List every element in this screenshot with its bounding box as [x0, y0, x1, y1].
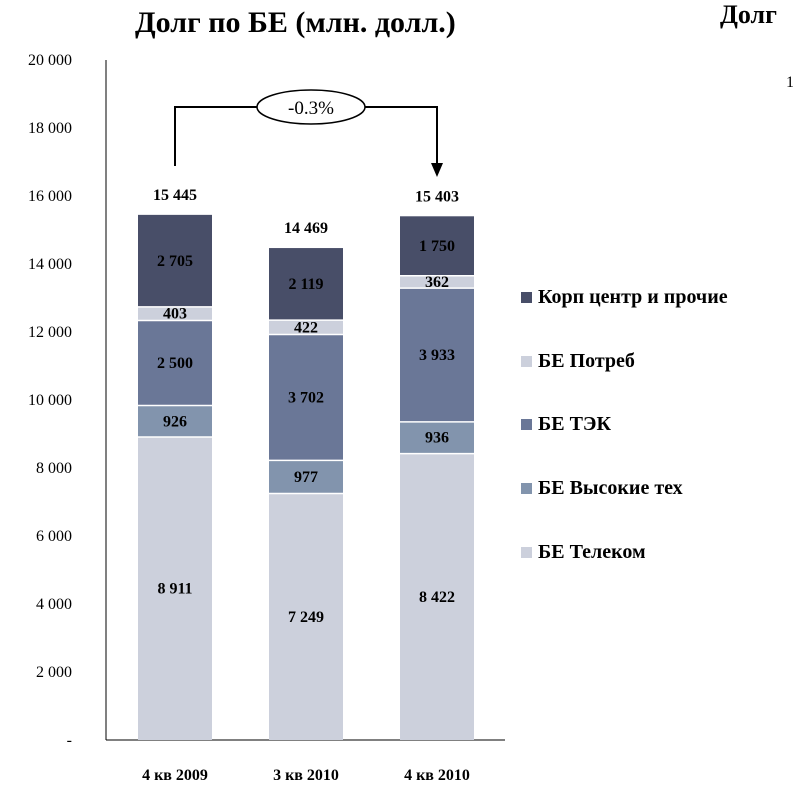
legend-swatch [521, 292, 532, 303]
y-tick-label: 12 000 [28, 324, 72, 341]
data-label: 2 705 [157, 253, 193, 270]
data-label: 936 [425, 430, 449, 447]
second-chart-title-fragment: Долг [720, 0, 777, 29]
bar-segment [269, 248, 343, 321]
legend-item: БЕ Телеком [521, 541, 646, 564]
bar-segment [400, 216, 474, 276]
data-label: 3 933 [419, 347, 455, 364]
legend-label: БЕ Потреб [538, 350, 635, 372]
chart-title: Долг по БЕ (млн. долл.) [135, 6, 456, 39]
y-tick-label: - [67, 732, 72, 749]
legend-label: БЕ ТЭК [538, 413, 611, 435]
legend-swatch [521, 419, 532, 430]
bar-segment [138, 405, 212, 438]
total-label: 14 469 [284, 220, 328, 237]
data-label: 2 500 [157, 355, 193, 372]
bar-segment [269, 334, 343, 461]
data-label: 7 249 [288, 609, 324, 626]
bar-segment [400, 421, 474, 454]
data-label: 8 911 [157, 581, 192, 598]
data-label: 422 [294, 319, 318, 336]
y-tick-label: 2 000 [36, 664, 72, 681]
legend-item: БЕ Высокие тех [521, 477, 683, 500]
legend-label: Корп центр и прочие [538, 286, 728, 308]
bar-segment [400, 288, 474, 422]
y-tick-label: 16 000 [28, 188, 72, 205]
y-tick-label: 10 000 [28, 392, 72, 409]
total-label: 15 445 [153, 187, 197, 204]
bar-segment [269, 460, 343, 494]
legend-swatch [521, 547, 532, 558]
legend-swatch [521, 483, 532, 494]
data-label: 2 119 [288, 276, 323, 293]
x-category-label: 3 кв 2010 [273, 767, 339, 784]
data-label: 362 [425, 274, 449, 291]
data-label: 977 [294, 469, 318, 486]
bar-segment [138, 214, 212, 307]
bar-segment [400, 453, 474, 740]
bar-segment [269, 493, 343, 740]
change-ellipse [256, 89, 366, 125]
y-tick-label: 20 000 [28, 52, 72, 69]
x-category-label: 4 кв 2009 [142, 767, 208, 784]
legend-item: Корп центр и прочие [521, 286, 728, 309]
y-tick-label: 18 000 [28, 120, 72, 137]
bar-segment [138, 320, 212, 406]
x-category-label: 4 кв 2010 [404, 767, 470, 784]
legend-item: БЕ Потреб [521, 350, 635, 373]
total-label: 15 403 [415, 188, 459, 205]
bar-segment [269, 320, 343, 335]
legend-label: БЕ Телеком [538, 541, 646, 563]
y-tick-label: 6 000 [36, 528, 72, 545]
legend-swatch [521, 356, 532, 367]
y-tick-label: 4 000 [36, 596, 72, 613]
data-label: 403 [163, 306, 187, 323]
y-tick-label: 14 000 [28, 256, 72, 273]
y-tick-label: 8 000 [36, 460, 72, 477]
bar-segment [138, 306, 212, 321]
change-percent-label: -0.3% [288, 98, 334, 119]
legend-label: БЕ Высокие тех [538, 477, 683, 499]
data-label: 3 702 [288, 389, 324, 406]
change-arrow-head [431, 163, 443, 177]
data-label: 926 [163, 413, 187, 430]
bar-segment [400, 275, 474, 289]
data-label: 8 422 [419, 589, 455, 606]
bar-segment [138, 437, 212, 740]
data-label: 1 750 [419, 238, 455, 255]
second-chart-axis-fragment: 1 [786, 74, 793, 91]
legend-item: БЕ ТЭК [521, 413, 611, 436]
